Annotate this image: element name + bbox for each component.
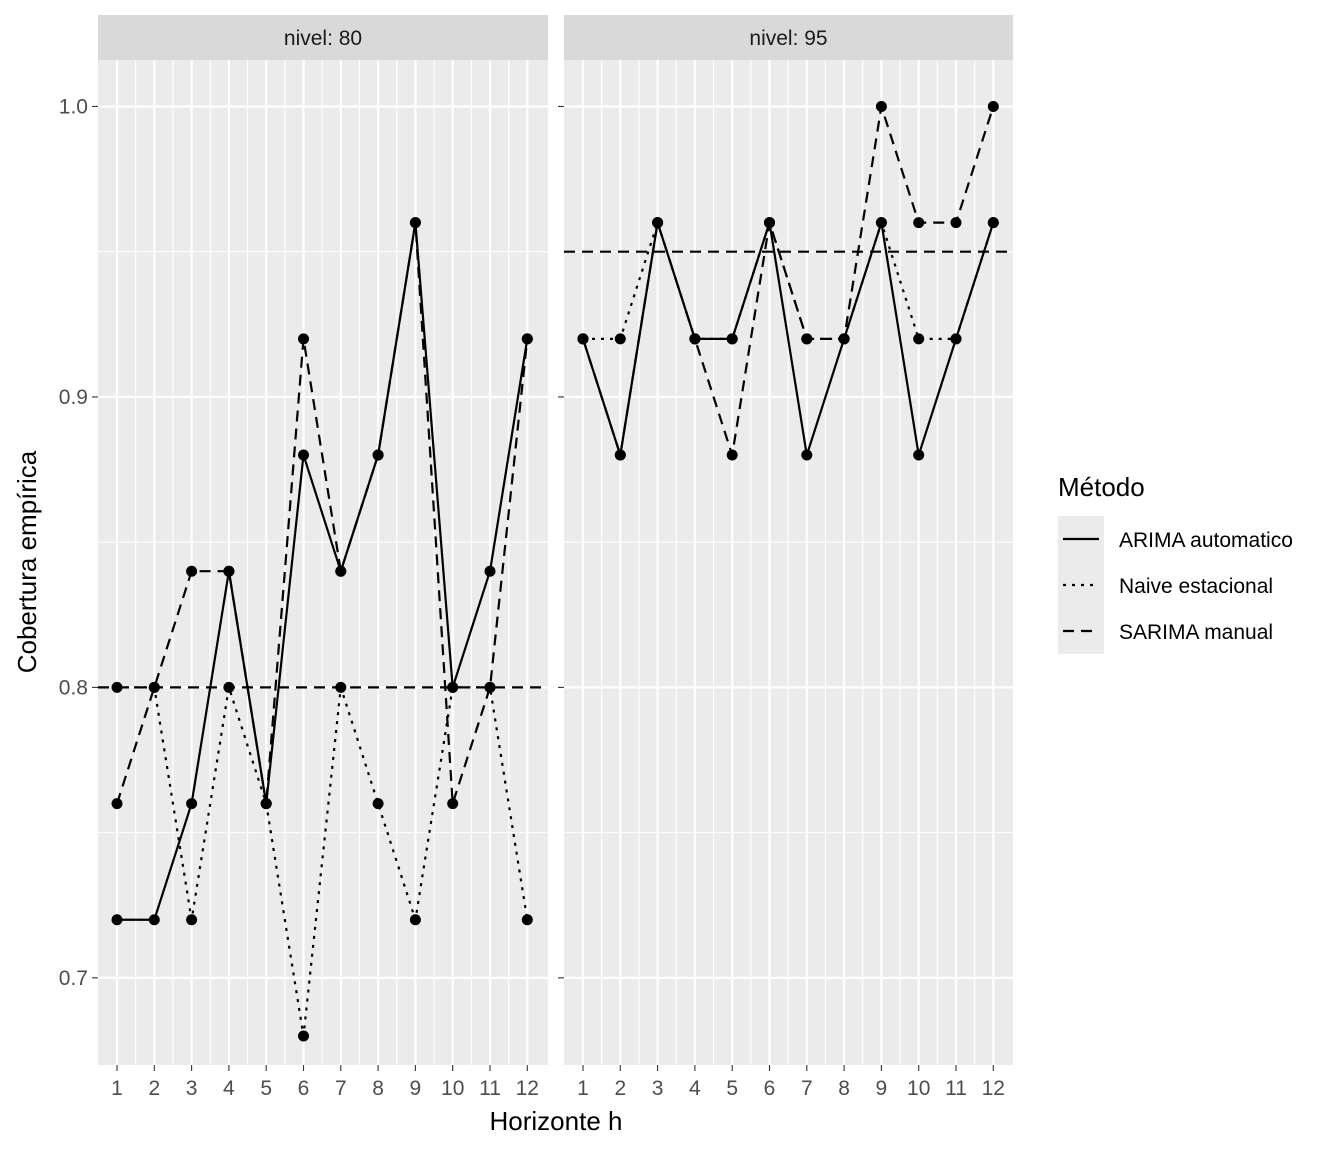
y-tick-label: 0.8 <box>59 676 88 699</box>
y-tick-label: 1.0 <box>59 95 88 118</box>
data-point-sarima-manual <box>260 798 272 810</box>
data-point-sarima-manual <box>689 333 701 345</box>
data-point-naive-estacional <box>335 681 347 693</box>
data-point-naive-estacional <box>913 333 925 345</box>
data-point-naive-estacional <box>223 681 235 693</box>
x-tick-label: 6 <box>298 1077 310 1100</box>
data-point-sarima-manual <box>577 333 589 345</box>
data-point-naive-estacional <box>726 333 738 345</box>
series-line-arima-automatico <box>117 221 529 921</box>
data-point-sarima-manual <box>801 333 813 345</box>
series-line-sarima-manual <box>115 221 529 805</box>
legend-label-naive-estacional: Naive estacional <box>1119 575 1273 598</box>
x-tick-label: 3 <box>652 1077 664 1100</box>
data-point-sarima-manual <box>148 681 160 693</box>
facet-strip-label: nivel: 95 <box>749 27 827 50</box>
x-tick-label: 4 <box>689 1077 701 1100</box>
legend: Método ARIMA automatico Naive estacional… <box>1058 472 1293 654</box>
data-point-sarima-manual <box>298 333 309 345</box>
x-tick-label: 1 <box>577 1077 589 1100</box>
x-tick-label: 2 <box>614 1077 626 1100</box>
data-point-sarima-manual <box>950 217 962 229</box>
data-point-naive-estacional <box>987 217 999 229</box>
data-point-arima-automatico <box>186 798 198 810</box>
data-point-sarima-manual <box>726 449 738 461</box>
x-tick-label: 2 <box>148 1077 160 1100</box>
x-tick-label: 7 <box>801 1077 813 1100</box>
data-point-sarima-manual <box>838 333 850 345</box>
data-point-sarima-manual <box>111 798 123 810</box>
y-tick-label: 0.9 <box>59 386 88 409</box>
data-point-sarima-manual <box>186 565 198 577</box>
x-tick-label: 1 <box>111 1077 123 1100</box>
data-point-naive-estacional <box>950 333 962 345</box>
data-point-naive-estacional <box>614 333 626 345</box>
data-point-naive-estacional <box>111 681 123 693</box>
data-point-naive-estacional <box>447 681 459 693</box>
data-point-sarima-manual <box>372 449 384 461</box>
facet-panel-2: nivel: 951 2 3 4 5 6 7 8 9 10 11 12 <box>558 15 1013 1100</box>
x-tick-label: 5 <box>726 1077 738 1100</box>
x-tick-label: 6 <box>764 1077 776 1100</box>
x-tick-label: 9 <box>876 1077 888 1100</box>
x-tick-label: 9 <box>410 1077 422 1100</box>
data-point-sarima-manual <box>913 217 925 229</box>
y-tick-label: 0.7 <box>59 967 88 990</box>
data-point-arima-automatico <box>801 449 813 461</box>
data-point-arima-automatico <box>484 565 496 577</box>
data-point-naive-estacional <box>186 914 198 926</box>
x-tick-label: 12 <box>516 1077 539 1100</box>
data-point-sarima-manual <box>652 217 664 229</box>
legend-title: Método <box>1058 472 1145 502</box>
x-tick-label: 10 <box>441 1077 464 1100</box>
series-line-naive-estacional <box>117 686 529 1038</box>
x-tick-label: 4 <box>223 1077 235 1100</box>
y-axis-title: Cobertura empírica <box>12 450 42 673</box>
data-point-arima-automatico <box>148 914 160 926</box>
data-point-arima-automatico <box>913 449 925 461</box>
x-axis-title: Horizonte h <box>490 1106 623 1136</box>
data-point-sarima-manual <box>223 565 235 577</box>
series-line-arima-automatico <box>581 221 995 457</box>
x-tick-label: 11 <box>479 1077 501 1100</box>
facet-strip <box>564 15 1013 60</box>
x-tick-label: 11 <box>945 1077 967 1100</box>
x-tick-label: 5 <box>260 1077 272 1100</box>
data-point-sarima-manual <box>987 100 999 112</box>
legend-label-arima-automatico: ARIMA automatico <box>1119 529 1293 552</box>
x-tick-label: 8 <box>838 1077 850 1100</box>
data-point-sarima-manual <box>521 333 533 345</box>
facets: nivel: 801 2 3 4 5 6 7 8 9 10 11 120.70.80.91.0nive… <box>59 15 1013 1100</box>
data-point-sarima-manual <box>764 217 775 229</box>
data-point-sarima-manual <box>614 449 626 461</box>
facet-strip-label: nivel: 80 <box>284 27 362 50</box>
data-point-sarima-manual <box>484 681 496 693</box>
x-tick-label: 8 <box>372 1077 384 1100</box>
x-tick-label: 12 <box>982 1077 1005 1100</box>
data-point-sarima-manual <box>335 565 347 577</box>
data-point-naive-estacional <box>298 1030 309 1042</box>
legend-label-sarima-manual: SARIMA manual <box>1119 621 1273 644</box>
data-point-naive-estacional <box>372 798 384 810</box>
x-tick-label: 7 <box>335 1077 347 1100</box>
x-tick-label: 3 <box>186 1077 198 1100</box>
data-point-sarima-manual <box>447 798 459 810</box>
x-tick-label: 10 <box>907 1077 930 1100</box>
panel-background <box>98 60 548 1065</box>
data-point-naive-estacional <box>521 914 533 926</box>
data-point-arima-automatico <box>298 449 309 461</box>
data-point-arima-automatico <box>111 914 123 926</box>
data-point-sarima-manual <box>409 217 421 229</box>
data-point-sarima-manual <box>875 100 887 112</box>
data-point-naive-estacional <box>409 914 421 926</box>
facet-panel-1: nivel: 801 2 3 4 5 6 7 8 9 10 11 120.70.80.91.0 <box>59 15 548 1100</box>
data-point-naive-estacional <box>875 217 887 229</box>
series-line-sarima-manual <box>581 105 995 457</box>
facet-strip <box>98 15 548 60</box>
